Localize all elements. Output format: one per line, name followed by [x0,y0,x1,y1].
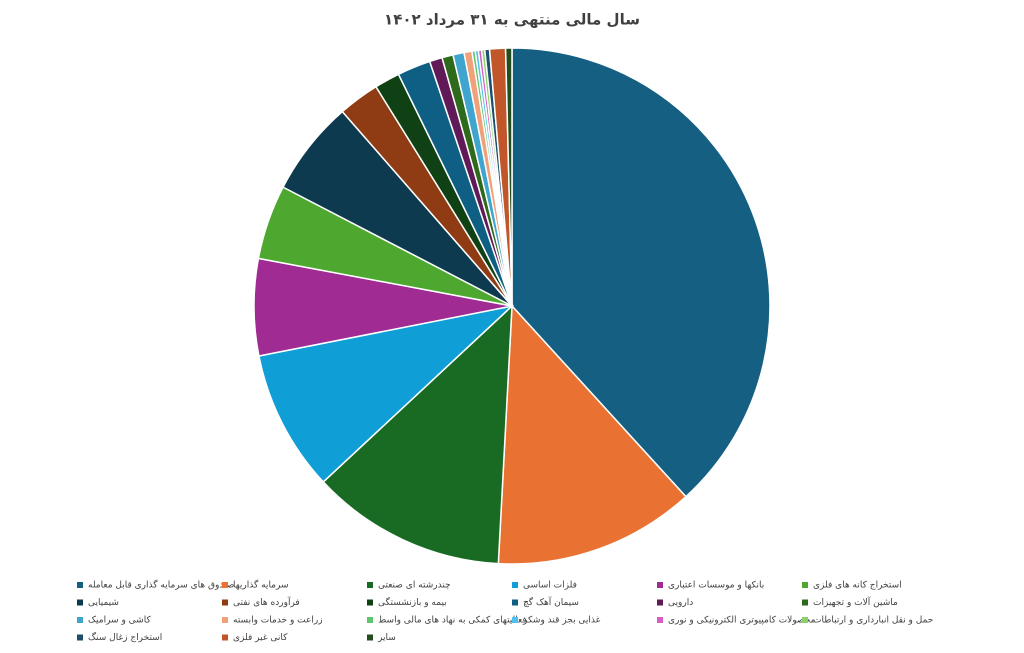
legend-label: بانکها و موسسات اعتباری [668,581,764,591]
legend-marker [657,582,663,588]
legend-marker [77,599,83,606]
legend-marker [657,599,663,606]
legend-label: سایر [377,633,396,643]
legend-marker [367,599,373,606]
legend-marker [222,582,228,588]
legend-label: چندرشته ای صنعتی [378,581,451,591]
legend-label: فعالیتهای کمکی به نهاد های مالی واسط [378,616,527,626]
pie-slice [322,304,513,565]
pie-slice [511,47,771,498]
pie-slice [497,304,687,565]
legend-marker [367,582,373,588]
legend-label: دارویی [668,598,693,608]
legend-label: حمل و نقل انبارداری و ارتباطات [813,616,933,626]
legend-marker [367,634,373,641]
pie-slice [504,47,513,307]
legend-marker [77,582,83,588]
chart-title: سال مالی منتهی به ۳۱ مرداد ۱۴۰۲ [384,11,640,29]
legend-marker [222,634,228,641]
pie-slice [258,304,515,483]
legend-label: سیمان آهک گچ [523,596,579,608]
legend-marker [802,599,808,606]
legend-marker [802,617,808,623]
legend-label: استخراج کانه های فلزی [813,581,902,591]
legend-label: بیمه و بازنشستگی [378,596,447,608]
legend-label: فرآورده های نفتی [233,596,300,608]
legend-marker [222,599,228,606]
legend-label: زراعت و خدمات وابسته [233,616,323,626]
legend-label: فلزات اساسی [523,581,577,591]
legend-marker [77,617,83,623]
legend-label: کاشی و سرامیک [88,616,151,626]
legend-label: صندوق های سرمایه گذاری قابل معامله [88,579,234,591]
legend-marker [77,634,83,641]
legend-marker [512,617,518,623]
legend-marker [657,617,663,623]
legend-marker [222,617,228,623]
legend-label: کانی غیر فلزی [233,633,288,643]
legend-label: استخراج زغال سنگ [88,631,162,643]
legend-label: شیمیایی [88,598,119,608]
legend-label: سرمایه گذاریها [233,579,289,591]
legend-label: ماشین آلات و تجهیزات [813,596,898,608]
legend-label: غذایی بجز قند وشکر [522,616,601,626]
legend-marker [512,599,518,606]
legend-marker [367,617,373,623]
legend-label: محصولات کامپیوتری الکترونیکی و نوری [668,616,816,626]
legend-marker [512,582,518,588]
legend-marker [802,582,808,588]
